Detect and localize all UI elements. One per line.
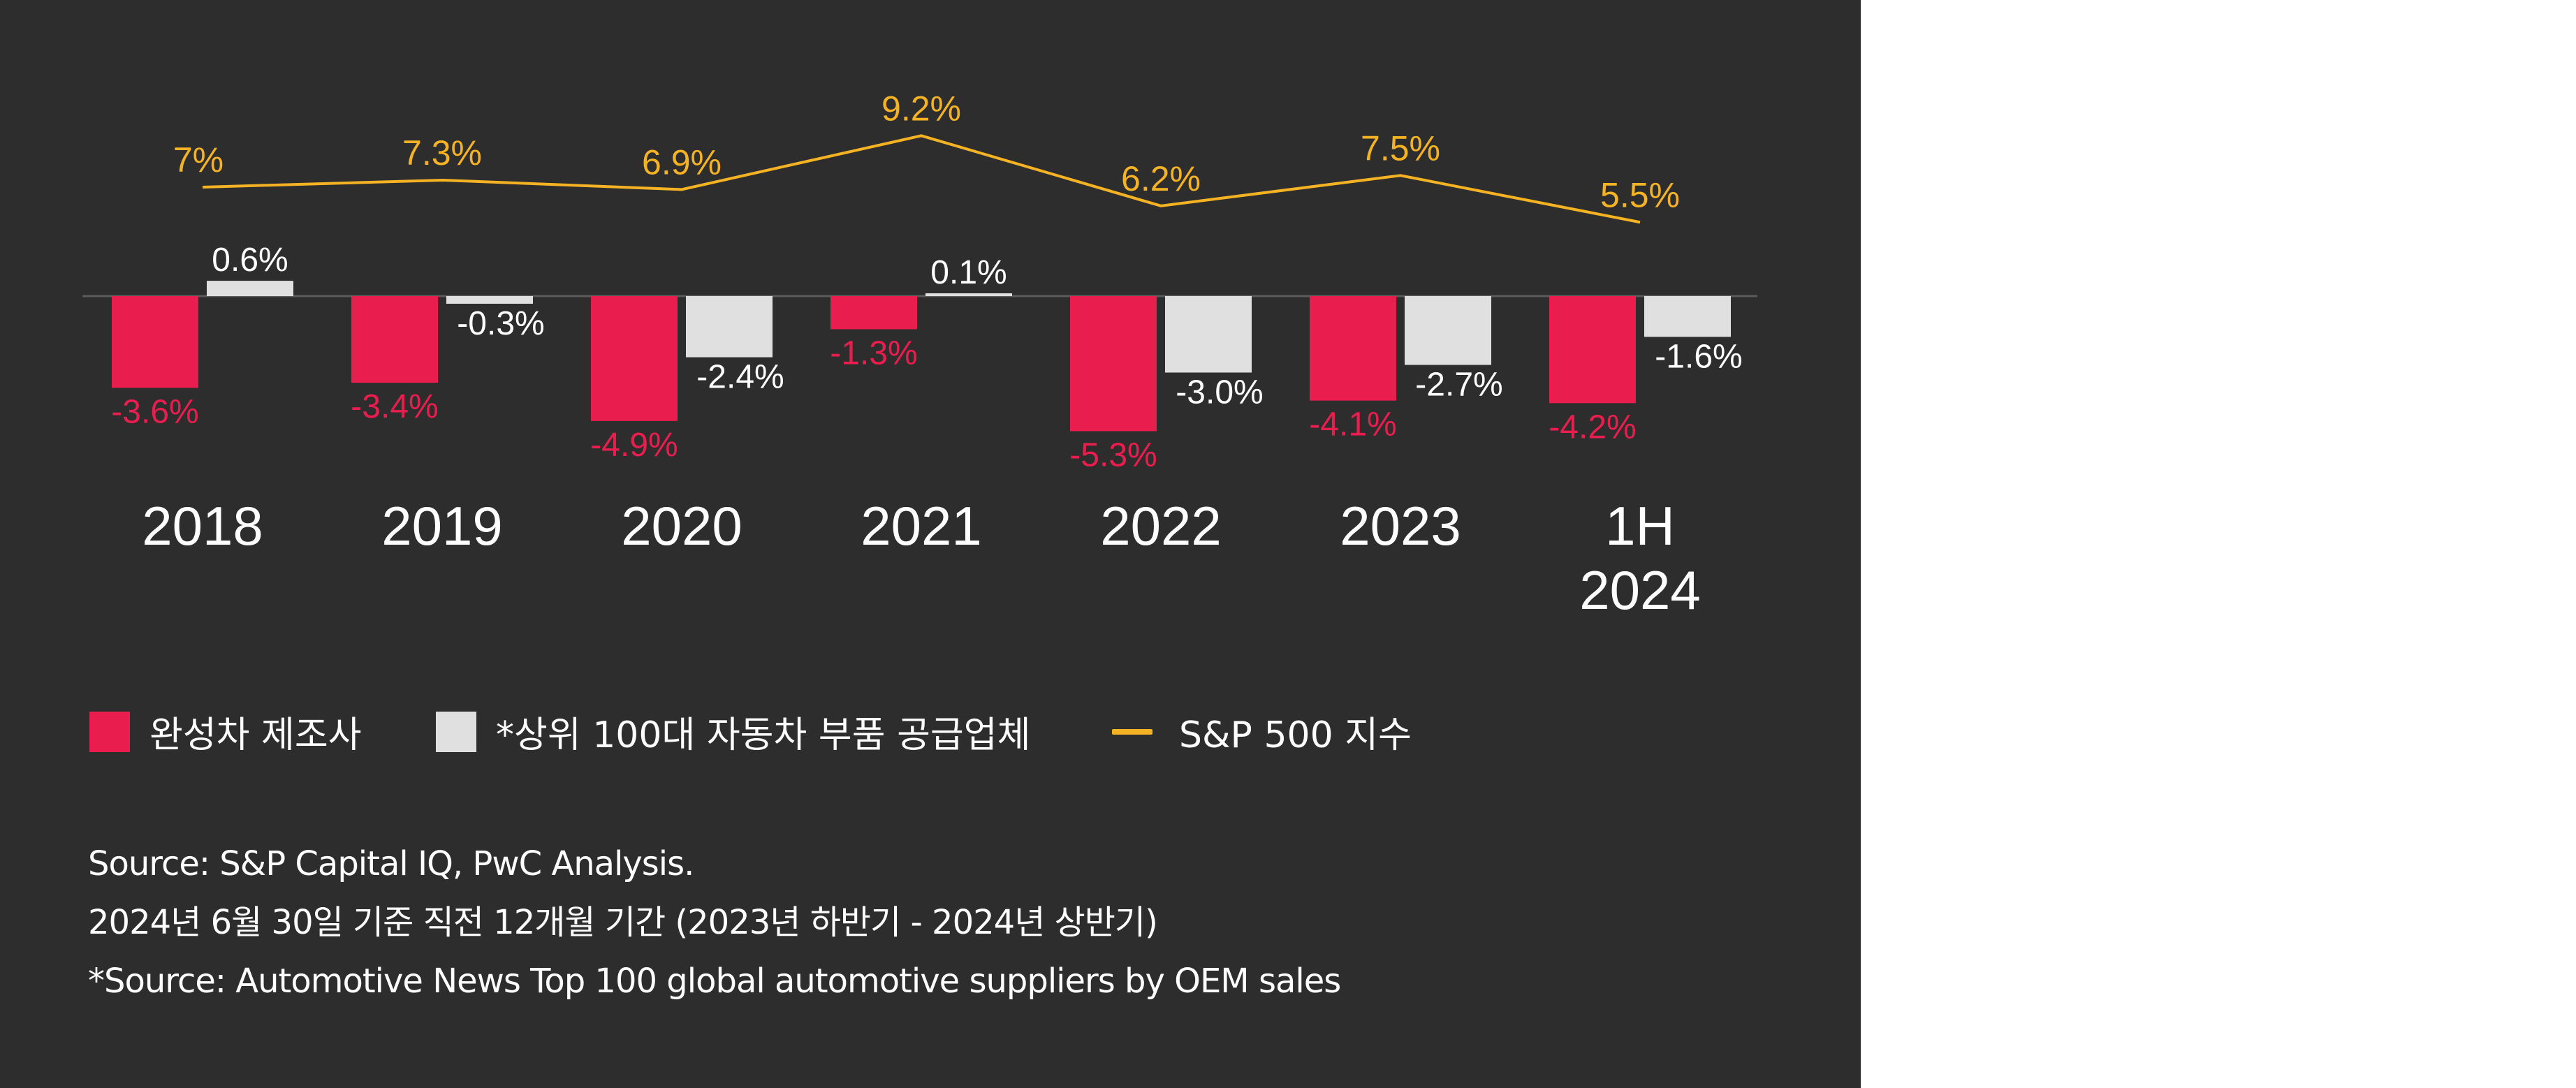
bar-suppliers-0 [207,281,293,296]
legend-label-suppliers: *상위 100대 자동차 부품 공급업체 [496,714,1031,756]
label-suppliers-0: 0.6% [212,242,288,279]
label-suppliers-2: -2.4% [696,359,784,396]
bar-manufacturers-4 [1070,296,1157,432]
category-label-line: 2024 [1579,559,1701,621]
label-sp500-0: 7% [173,140,224,179]
label-manufacturers-3: -1.3% [830,335,917,372]
legend-swatch-manufacturers [89,711,130,752]
bar-suppliers-5 [1405,296,1491,365]
legend-suppliers: *상위 100대 자동차 부품 공급업체 [436,705,1030,758]
category-label-6: 1H 2024 [1579,495,1701,621]
category-label-line: 2023 [1340,495,1461,557]
label-manufacturers-6: -4.2% [1549,409,1636,446]
category-label-3: 2021 [861,495,982,557]
label-suppliers-3: 0.1% [930,254,1007,291]
label-sp500-1: 7.3% [402,133,482,172]
label-sp500-6: 5.5% [1600,175,1680,214]
bar-manufacturers-3 [830,296,917,330]
source-notes: Source: S&P Capital IQ, PwC Analysis. 20… [88,835,1341,1010]
label-suppliers-4: -3.0% [1176,374,1263,411]
bar-suppliers-3 [925,293,1012,296]
category-label-line: 2020 [621,495,742,557]
label-manufacturers-2: -4.9% [590,427,678,464]
label-suppliers-6: -1.6% [1655,338,1742,375]
label-manufacturers-0: -3.6% [111,393,198,430]
bar-suppliers-1 [446,296,533,304]
label-sp500-4: 6.2% [1121,159,1201,198]
category-label-0: 2018 [142,495,263,557]
label-sp500-2: 6.9% [642,142,722,182]
source-note-1: Source: S&P Capital IQ, PwC Analysis. [88,844,694,883]
category-label-line: 2018 [142,495,263,557]
category-label-1: 2019 [381,495,503,557]
bar-manufacturers-5 [1310,296,1396,401]
label-suppliers-5: -2.7% [1415,367,1502,404]
category-label-5: 2023 [1340,495,1461,557]
combo-chart: -3.6% 0.6% 2018 -3.4% -0.3% 2019 -4.9% -2.4% 202… [82,89,1757,621]
legend-label-manufacturers: 완성차 제조사 [149,714,362,756]
bar-suppliers-6 [1644,296,1731,337]
label-suppliers-1: -0.3% [457,305,544,342]
legend-swatch-sp500 [1112,728,1152,735]
label-manufacturers-1: -3.4% [351,388,438,425]
category-label-2: 2020 [621,495,742,557]
legend-label-sp500: S&P 500 지수 [1179,714,1412,756]
bar-manufacturers-6 [1549,296,1636,404]
label-manufacturers-5: -4.1% [1309,406,1396,443]
legend-manufacturers: 완성차 제조사 [89,705,362,758]
bar-manufacturers-1 [351,296,438,383]
line-sp500 [202,134,1641,224]
source-note-3: *Source: Automotive News Top 100 global … [88,962,1341,1001]
label-sp500-3: 9.2% [881,89,961,128]
label-manufacturers-4: -5.3% [1069,436,1157,473]
source-note-2: 2024년 6월 30일 기준 직전 12개월 기간 (2023년 하반기 - … [88,903,1158,942]
category-label-line: 2022 [1100,495,1222,557]
legend-swatch-suppliers [436,711,476,752]
bar-suppliers-2 [686,296,773,358]
bar-manufacturers-2 [591,296,678,421]
category-label-line: 1H [1605,495,1675,557]
category-label-line: 2021 [861,495,982,557]
legend-sp500: S&P 500 지수 [1112,705,1412,758]
bar-manufacturers-0 [112,296,198,388]
category-label-4: 2022 [1100,495,1222,557]
category-label-line: 2019 [381,495,503,557]
bar-suppliers-4 [1165,296,1252,373]
chart-panel: -3.6% 0.6% 2018 -3.4% -0.3% 2019 -4.9% -2.4% 202… [0,0,1861,1088]
label-sp500-5: 7.5% [1361,128,1440,168]
